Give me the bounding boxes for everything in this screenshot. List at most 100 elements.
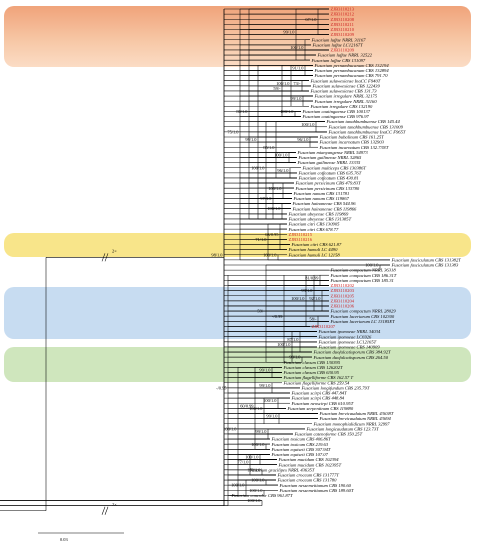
taxon-label: Fusarium fasciculatum CBS 131382T: [391, 257, 462, 262]
support-value: 60/0.99: [240, 403, 254, 408]
support-value: 58/-: [309, 316, 317, 321]
taxon-label: Fusarium toxicum CBS 219.63: [271, 442, 329, 447]
taxon-label: Fusarium ubeyense CBS 119869: [288, 211, 349, 216]
support-value: 99/1.0: [290, 96, 302, 101]
taxon-label: Fusarium luffae CBS 131097: [311, 58, 366, 63]
taxon-label: Fusarium ipomoeae LC12165T: [318, 339, 377, 344]
taxon-label: Fusarium citri CBS 621.87: [291, 242, 342, 247]
taxon-label: Fusarium longicaudatum CBS 123.73T: [306, 426, 380, 431]
support-value: 100/1.0: [290, 45, 304, 50]
taxon-label: Fusarium nanum CBS 119867: [293, 196, 350, 201]
support-value: 99/1.0: [283, 30, 295, 35]
support-value: 96/1.0: [297, 137, 309, 142]
taxon-label: Fusarium toxicum CBS 406.86T: [271, 437, 332, 442]
taxon-label: Fusarium sulawesiense InaCC F940T: [310, 78, 381, 83]
taxon-label: Fusarium guilinense NRRL 32865: [298, 155, 363, 160]
taxon-label: Fusarium citri CBS 130905: [288, 222, 341, 227]
taxon-label: Fusarium pernambucanum CBS 791.70: [314, 73, 389, 78]
taxon-label: Fusarium catenoforme CBS 150.25T: [294, 432, 363, 437]
support-value: 59/-: [273, 86, 281, 91]
taxon-label: Fusarium luffae NRRL 32522: [317, 53, 373, 58]
support-value: 100/1.0: [276, 81, 290, 86]
break-slash: [104, 253, 109, 262]
support-value: 92/1.0: [309, 296, 321, 301]
taxon-label: Fusarium lacertarum LC 13185ET: [330, 319, 396, 324]
taxon-label: Fusarium compactum CBS 186.31T: [330, 273, 397, 278]
support-value: 100/1.0: [247, 467, 261, 472]
taxon-label: Fusarium nessemettianum CBS 190.60: [279, 483, 352, 488]
taxon-label: Fusarium incarnatum CBS 132903: [319, 140, 385, 145]
break-label: 2×: [112, 502, 117, 507]
taxon-label: Fusarium hainanense CBS 119866: [292, 206, 358, 211]
support-value: -/0.95: [216, 385, 227, 390]
taxon-label: Fusarium luffae NRRL 31167: [311, 37, 367, 42]
taxon-label: Fusarium gracilipes NRRL 43635T: [249, 467, 315, 472]
taxon-label: Fusarium hainanense CBS 544.96: [292, 201, 357, 206]
taxon-label: Fusarium caatingaense CBS 976.97: [302, 114, 370, 119]
support-value: 100/1.0: [263, 398, 277, 403]
support-value: 91/1.0: [292, 65, 304, 70]
taxon-label-new-isolate: ZJB3110211: [331, 22, 355, 27]
taxon-label: Fusarium ipomoeae NRRL 34034: [318, 329, 382, 334]
taxon-label: Fusarium sulawesiense CBS 122439: [312, 83, 381, 88]
taxon-label: Fusarium croceum CBS 131777T: [277, 473, 340, 478]
taxon-label: Fusarium multiceps CBS 130386T: [302, 165, 367, 170]
taxon-label: Fusarium bubalinum CBS 161.25T: [319, 135, 385, 140]
taxon-label: Fusarium irregulare NRRL 32175: [314, 94, 378, 99]
taxon-label: Fusarium caatingaense CBS 100137: [302, 109, 371, 114]
taxon-label: Fusarium lacertarum CBS 102300: [330, 314, 395, 319]
taxon-label: Fusarium fasciculatum CBS 131383: [391, 263, 459, 268]
support-value: 100/1.0: [274, 152, 288, 157]
taxon-label-new-isolate: ZJB3110202: [331, 283, 355, 288]
support-value: 99/1.0: [259, 368, 271, 373]
taxon-label: Fusarium incarnatum CBS 132.73NT: [319, 145, 389, 150]
taxon-label: Fusarium coffeatum CBS 635.76T: [298, 170, 362, 175]
support-value: 99/1.0: [255, 429, 267, 434]
support-value: 100/1.0: [291, 296, 305, 301]
taxon-label: Fusarium tanahbumbuense InaCC F965T: [328, 129, 406, 134]
clade-highlight-citri: [4, 233, 471, 257]
taxon-label: Fusarium persicinum CBS 133780: [295, 186, 360, 191]
taxon-label: Fusarium persicinum CBS 479.83T: [295, 181, 362, 186]
taxon-label-new-isolate: ZJB3110205: [331, 293, 355, 298]
taxon-label-new-isolate: ZJB3110210: [331, 27, 355, 32]
taxon-label: Fusarium concolor CBS 961.87T: [231, 493, 293, 498]
taxon-label: Fusarium irregulare NRRL 31160: [314, 99, 378, 104]
taxon-label: Fusarium serpentinum CBS 119880: [287, 406, 354, 411]
taxon-label-new-isolate: ZJB3110212: [331, 12, 355, 17]
taxon-label-new-isolate: ZJB3110204: [331, 298, 355, 303]
taxon-label: Fusarium ubeyense CBS 131385T: [288, 217, 352, 222]
taxon-label: Fusarium tanahbumbuense CBS 131009: [328, 124, 404, 129]
taxon-label: Fusarium pernambucanum CBS 132194: [314, 63, 390, 68]
support-value: 81/0.99: [305, 275, 319, 280]
support-value: 77/1.0: [237, 460, 249, 465]
taxon-label: Fusarium coffeatum CBS 430.81: [298, 176, 359, 181]
taxon-label-new-isolate: ZJB3110215: [289, 232, 313, 237]
taxon-label: Fusarium compactum NRRL 28029: [330, 309, 397, 314]
scale-bar-label: 0.03: [60, 537, 68, 542]
branch-break-mark: [101, 506, 109, 515]
support-value: 100/1.0: [245, 455, 259, 460]
taxon-label: Fusarium nessemettianum CBS 189.60T: [279, 488, 354, 493]
taxon-label: Fusarium guilinense NRRL 13335: [297, 160, 362, 165]
taxon-label-new-isolate: ZJB3110209: [331, 48, 355, 53]
taxon-label: Fusarium irregulare CBS 132190: [310, 104, 374, 109]
taxon-label-new-isolate: ZJB3110203: [331, 288, 355, 293]
taxon-label: Fusarium flagelliforme CBS 162.57 T: [283, 375, 354, 380]
taxon-label: Fusarium equiseti CBS 307.94T: [271, 447, 331, 452]
taxon-label: Fusarium duofalcatisporum CBS 264.50: [313, 355, 389, 360]
taxon-label: Fusarium sulawesiense CBS 131.73: [310, 89, 378, 94]
taxon-label: Fusarium clavum CBS 130395: [283, 360, 341, 365]
taxon-label: Fusarium pernambucanum CBS 132894: [314, 68, 390, 73]
taxon-label-new-isolate: ZJB3110208: [331, 17, 355, 22]
taxon-label: Fusarium neoscirpi CBS 610.95T: [291, 401, 354, 406]
support-value: 99/1.0: [259, 383, 271, 388]
taxon-label: Fusarium nanum CBS 131781: [293, 191, 350, 196]
taxon-label: Fusarium mucidum CBS 102395T: [278, 462, 342, 467]
support-value: 99/1.0: [266, 414, 278, 419]
taxon-label: Fusarium scirpi CBS 448.84: [291, 396, 345, 401]
taxon-label: Fusarium compactum NRRL 36318: [330, 268, 397, 273]
taxon-label: Fusarium monophialidicum NRRL 32997: [313, 421, 391, 426]
taxon-label: Fusarium duofalcatisporum CBS 384.92T: [313, 350, 392, 355]
